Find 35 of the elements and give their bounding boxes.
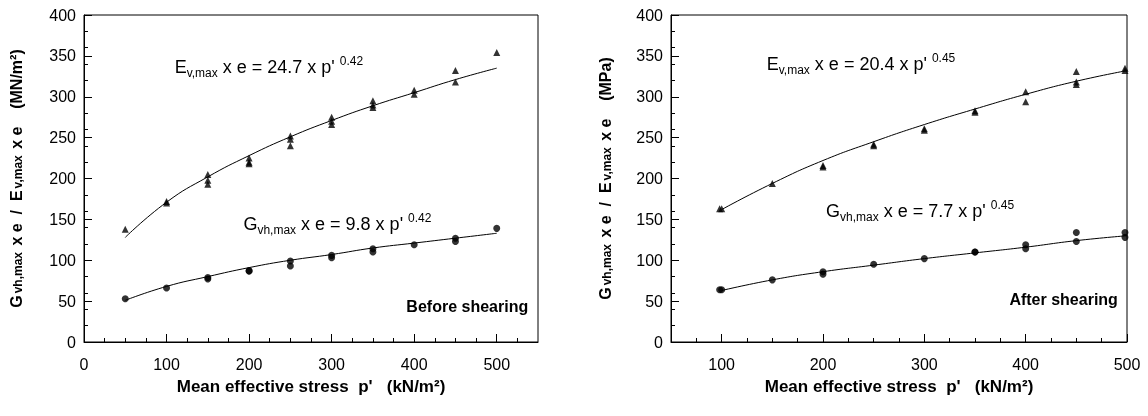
annotation: Before shearing xyxy=(406,297,529,315)
x-tick-label: 300 xyxy=(910,355,938,373)
y-tick-label: 400 xyxy=(49,6,77,24)
x-tick-label: 400 xyxy=(1012,355,1040,373)
y-tick-label: 300 xyxy=(636,88,664,106)
x-tick-label: 200 xyxy=(235,355,263,373)
y-tick-label: 350 xyxy=(636,47,664,65)
x-tick-label: 200 xyxy=(809,355,837,373)
annotation: After shearing xyxy=(1009,290,1118,308)
y-tick-label: 250 xyxy=(49,129,77,147)
y-tick-label: 0 xyxy=(67,333,77,351)
y-tick-label: 150 xyxy=(636,210,664,228)
x-tick-label: 300 xyxy=(318,355,346,373)
y-tick-label: 100 xyxy=(636,251,664,269)
y-tick-label: 200 xyxy=(636,170,664,187)
y-axis-title: Gvh,max x e / Ev,max x e (MN/m²) xyxy=(7,49,25,308)
x-tick-label: 400 xyxy=(400,355,428,373)
y-tick-label: 200 xyxy=(49,170,77,187)
x-tick-label: 0 xyxy=(79,355,89,373)
x-tick-label: 100 xyxy=(153,355,180,373)
x-axis-title: Mean effective stress p' (kN/m²) xyxy=(764,377,1034,396)
x-tick-label: 500 xyxy=(1113,355,1141,373)
y-tick-label: 100 xyxy=(49,251,77,269)
y-tick-label: 50 xyxy=(645,292,664,310)
x-axis-title: Mean effective stress p' (kN/m²) xyxy=(176,377,446,396)
y-tick-label: 50 xyxy=(58,292,77,310)
y-tick-label: 350 xyxy=(49,47,77,65)
y-tick-label: 150 xyxy=(49,210,77,228)
y-tick-label: 250 xyxy=(636,129,664,147)
y-axis-title: Gvh,max x e / Ev,max x e (MPa) xyxy=(596,57,614,300)
y-tick-label: 400 xyxy=(636,6,664,24)
y-tick-label: 300 xyxy=(49,88,77,106)
x-tick-label: 100 xyxy=(708,355,736,373)
y-tick-label: 0 xyxy=(654,333,664,351)
x-tick-label: 500 xyxy=(483,355,511,373)
